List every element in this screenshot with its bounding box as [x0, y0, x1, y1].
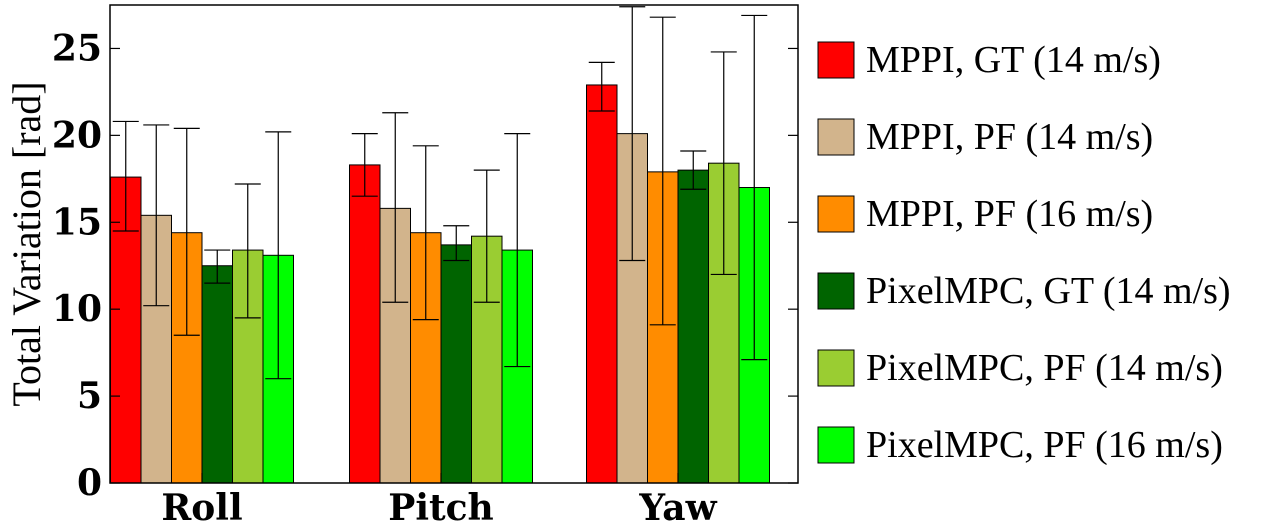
- legend-swatch-0: [817, 41, 855, 79]
- bar-pitch-series-0: [349, 164, 381, 484]
- legend: MPPI, GT (14 m/s) MPPI, PF (14 m/s) MPPI, …: [817, 39, 1231, 466]
- bar-yaw-series-0: [586, 84, 618, 484]
- legend-swatch-3: [817, 272, 855, 310]
- bars-layer: [110, 84, 770, 484]
- x-tick-label-roll: Roll: [161, 487, 242, 526]
- legend-label-1: MPPI, PF (14 m/s): [866, 116, 1153, 158]
- bar-pitch-series-3: [440, 244, 472, 484]
- legend-swatch-4: [817, 349, 855, 387]
- legend-label-2: MPPI, PF (16 m/s): [866, 193, 1153, 235]
- y-tick-label: 15: [52, 201, 102, 243]
- legend-label-0: MPPI, GT (14 m/s): [866, 39, 1161, 81]
- legend-swatch-1: [817, 118, 855, 156]
- y-tick-label: 10: [52, 288, 102, 330]
- y-tick-label: 5: [77, 375, 102, 417]
- legend-swatch-2: [817, 195, 855, 233]
- legend-label-4: PixelMPC, PF (14 m/s): [866, 347, 1223, 389]
- bar-roll-series-3: [201, 265, 233, 484]
- legend-swatch-5: [817, 426, 855, 464]
- legend-label-5: PixelMPC, PF (16 m/s): [866, 424, 1223, 466]
- y-tick-label: 25: [52, 27, 102, 69]
- error-bars-layer: [112, 6, 768, 380]
- bar-yaw-series-3: [677, 169, 709, 484]
- category-labels-layer: Roll Pitch Yaw: [161, 473, 718, 526]
- y-tick-label: 0: [77, 462, 102, 504]
- y-tick-label: 20: [52, 114, 102, 156]
- x-tick-label-pitch: Pitch: [388, 487, 493, 526]
- y-axis-label: Total Variation [rad]: [4, 81, 49, 406]
- legend-label-3: PixelMPC, GT (14 m/s): [866, 270, 1231, 312]
- x-tick-label-yaw: Yaw: [638, 487, 717, 526]
- plot-frame: [109, 4, 799, 484]
- y-ticks-layer: 0 5 10 15 20 25: [52, 27, 798, 504]
